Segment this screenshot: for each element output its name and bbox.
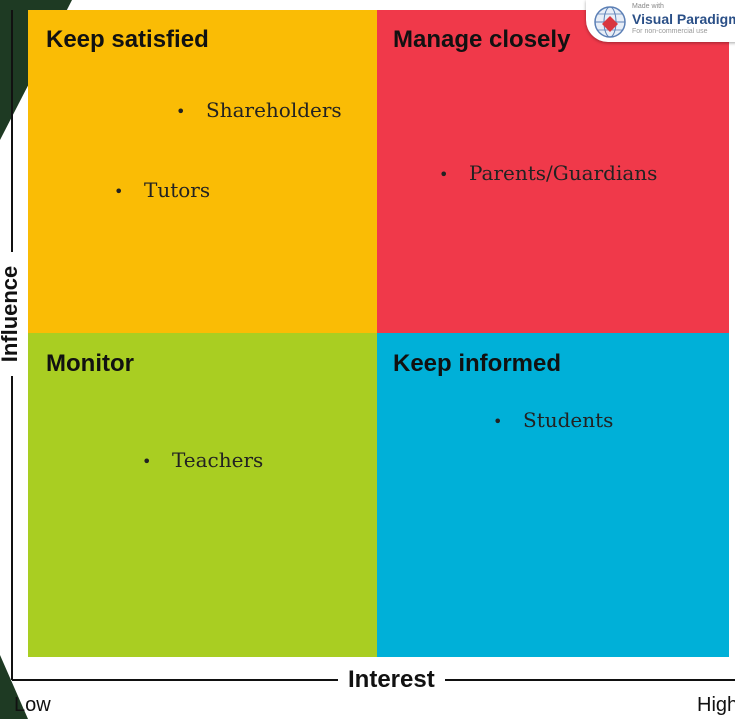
- x-axis-high-label: High: [697, 694, 735, 716]
- x-axis-label: Interest: [338, 666, 445, 694]
- stakeholder-item: • Parents/Guardians: [439, 161, 658, 185]
- stakeholder-item: • Teachers: [142, 448, 264, 472]
- watermark-small-text: Made with: [632, 3, 664, 10]
- quadrant-title: Keep informed: [393, 350, 562, 377]
- stakeholder-item: • Tutors: [114, 178, 211, 202]
- x-axis-low-label: Low: [14, 694, 51, 716]
- bullet-dot: •: [142, 452, 152, 471]
- quadrant-title: Keep satisfied: [46, 26, 209, 53]
- quadrant-title: Manage closely: [393, 26, 571, 53]
- quadrant-keep-satisfied: Keep satisfied • Shareholders • Tutors: [28, 10, 377, 333]
- bottom-left-stripe: [0, 655, 28, 719]
- watermark-note: For non-commercial use: [632, 28, 708, 35]
- quadrant-keep-informed: Keep informed • Students: [377, 333, 729, 657]
- bullet-dot: •: [439, 165, 449, 184]
- quadrant-manage-closely: Manage closely • Parents/Guardians: [377, 10, 729, 333]
- quadrant-title: Monitor: [46, 350, 134, 377]
- y-axis-label: Influence: [0, 252, 23, 376]
- bullet-dot: •: [176, 102, 186, 121]
- stakeholder-item: • Students: [493, 408, 614, 432]
- quadrant-monitor: Monitor • Teachers: [28, 333, 377, 657]
- bullet-dot: •: [114, 182, 124, 201]
- watermark-brand: Visual Paradigm: [632, 11, 735, 27]
- bullet-dot: •: [493, 412, 503, 431]
- visual-paradigm-watermark: Made with Visual Paradigm For non-commer…: [586, 0, 735, 42]
- stakeholder-item: • Shareholders: [176, 98, 342, 122]
- globe-logo-icon: [594, 6, 626, 38]
